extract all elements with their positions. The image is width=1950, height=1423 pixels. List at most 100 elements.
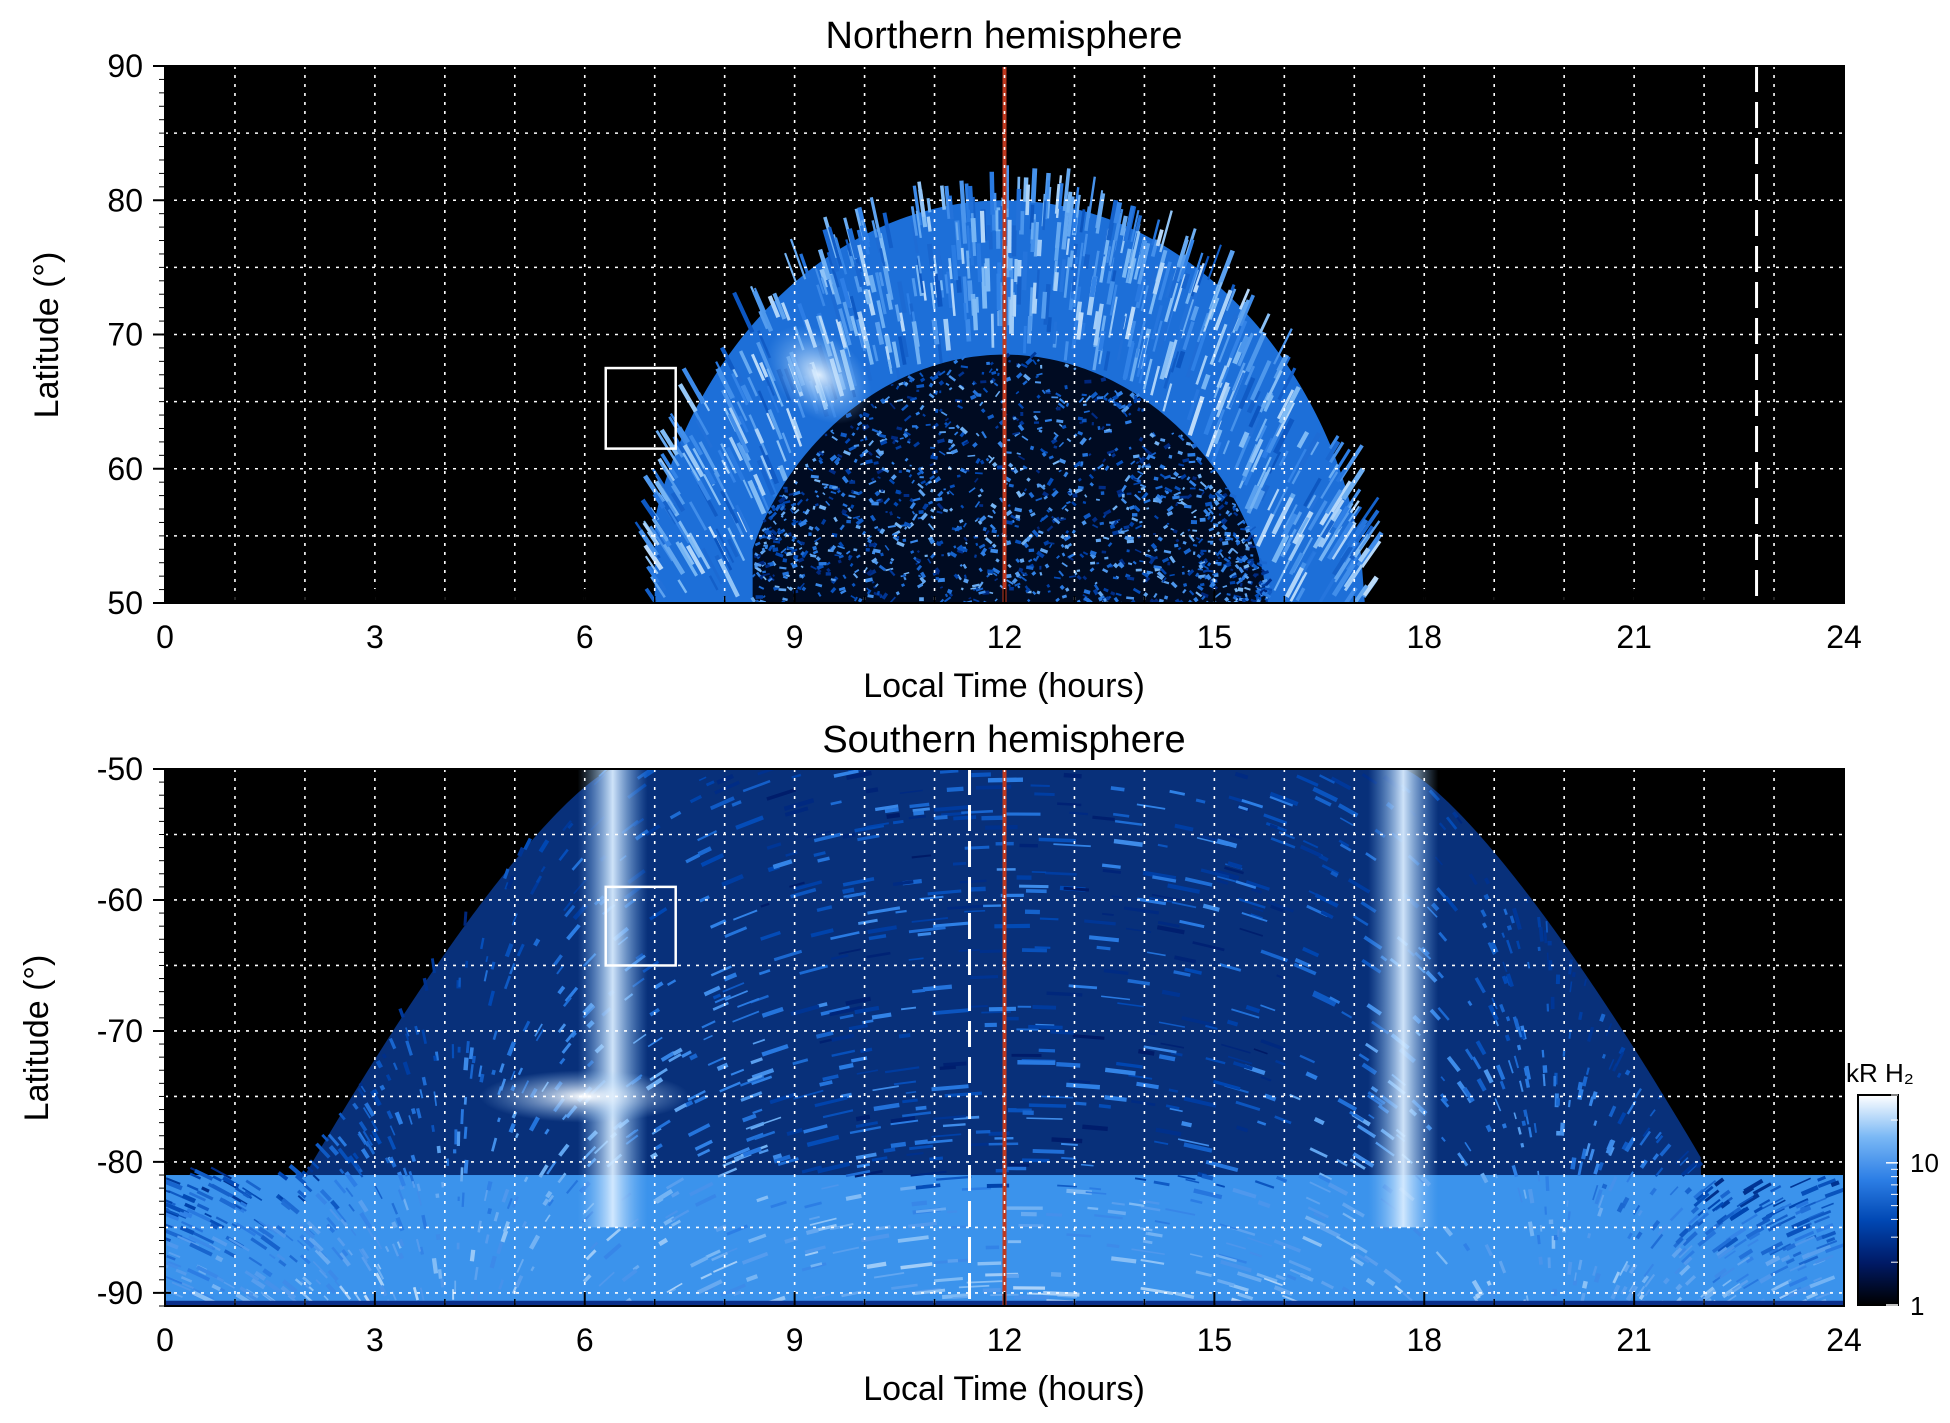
- south-ray: [1601, 1053, 1606, 1059]
- south-ray: [1662, 1277, 1670, 1285]
- north-speckle: [1036, 483, 1040, 488]
- north-speckle: [1081, 418, 1087, 423]
- south-ray: [1731, 1279, 1749, 1292]
- north-oval-ray: [853, 275, 863, 293]
- north-speckle: [1145, 449, 1153, 457]
- south-ray: [521, 1220, 528, 1229]
- south-xtick-label: 9: [786, 1322, 804, 1358]
- south-ray: [653, 1188, 674, 1204]
- north-oval-ray: [646, 531, 657, 545]
- north-oval-ray: [871, 220, 878, 238]
- north-speckle: [1018, 567, 1024, 573]
- south-ray: [463, 911, 468, 926]
- north-speckle: [902, 432, 909, 439]
- north-oval-ray: [668, 416, 688, 447]
- north-speckle: [1015, 372, 1023, 379]
- north-oval-ray: [1073, 263, 1079, 280]
- north-speckle: [896, 516, 901, 519]
- south-ray: [1354, 1252, 1370, 1264]
- north-speckle: [948, 374, 957, 382]
- south-ray: [1707, 1198, 1721, 1210]
- north-speckle: [1138, 465, 1141, 469]
- north-speckle: [1187, 569, 1191, 573]
- south-ray: [902, 1111, 932, 1118]
- north-oval-ray: [643, 543, 664, 571]
- north-speckle: [1120, 405, 1130, 414]
- north-speckle: [878, 450, 884, 455]
- south-ray: [1296, 774, 1319, 787]
- south-ray: [1308, 890, 1317, 896]
- south-ray: [1304, 1215, 1326, 1228]
- south-ray: [833, 769, 859, 778]
- south-ray: [295, 1171, 304, 1180]
- south-ray: [1138, 1048, 1155, 1056]
- north-speckle: [1141, 464, 1146, 469]
- north-speckle: [1099, 521, 1105, 526]
- south-ray: [350, 1228, 357, 1236]
- north-speckle: [814, 525, 820, 532]
- north-oval-ray: [658, 461, 681, 495]
- south-ray: [1774, 1202, 1792, 1213]
- north-speckle: [1026, 477, 1031, 482]
- north-speckle: [838, 554, 844, 559]
- north-speckle: [917, 574, 922, 578]
- north-speckle: [852, 515, 861, 519]
- north-speckle: [871, 580, 875, 584]
- south-ray: [412, 1286, 419, 1301]
- south-ray: [1066, 1082, 1101, 1090]
- south-ray: [724, 990, 749, 1002]
- north-oval-ray: [1330, 499, 1345, 520]
- north-speckle: [864, 577, 873, 583]
- north-speckle: [1100, 491, 1105, 495]
- north-speckle: [1178, 463, 1185, 467]
- south-ray: [1817, 1175, 1826, 1182]
- north-speckle: [1226, 593, 1231, 596]
- south-ray: [1697, 1230, 1717, 1247]
- north-speckle: [1209, 580, 1215, 588]
- south-ray: [1438, 822, 1447, 831]
- north-oval-ray: [777, 464, 789, 482]
- north-oval-ray: [1329, 441, 1345, 464]
- north-speckle: [901, 404, 909, 412]
- north-speckle: [972, 442, 978, 448]
- north-xtick-label: 18: [1406, 619, 1442, 655]
- north-oval-ray: [1106, 199, 1119, 241]
- south-ray: [398, 1238, 405, 1247]
- north-speckle: [865, 459, 873, 465]
- south-ray: [1157, 920, 1180, 928]
- south-ray: [1057, 802, 1082, 807]
- south-ray: [294, 1174, 307, 1186]
- north-oval-ray: [1065, 238, 1070, 256]
- north-speckle: [758, 534, 766, 540]
- north-oval-ray: [989, 171, 995, 215]
- south-ray: [502, 1221, 511, 1233]
- north-speckle: [1004, 573, 1012, 579]
- north-speckle: [920, 512, 928, 521]
- south-ray: [953, 815, 977, 821]
- north-speckle: [1182, 457, 1190, 463]
- north-speckle: [883, 497, 891, 505]
- south-ray: [1801, 1252, 1811, 1260]
- north-speckle: [1092, 523, 1099, 529]
- south-ray: [773, 1154, 791, 1164]
- north-speckle: [1096, 562, 1100, 565]
- north-oval-ray: [1164, 273, 1175, 299]
- north-speckle: [754, 566, 763, 573]
- south-ray: [1713, 1177, 1725, 1187]
- south-ray: [910, 1287, 942, 1293]
- south-ray: [1275, 1059, 1286, 1066]
- north-speckle: [1163, 595, 1169, 600]
- north-xtick-label: 15: [1197, 619, 1233, 655]
- north-speckle: [1021, 435, 1029, 441]
- south-ray: [222, 1176, 240, 1189]
- north-speckle: [1123, 525, 1130, 530]
- north-speckle: [1243, 574, 1250, 580]
- south-ray: [1729, 1206, 1750, 1222]
- south-ray: [1767, 1222, 1782, 1232]
- north-speckle: [1214, 592, 1222, 599]
- north-speckle: [894, 521, 903, 529]
- south-ray: [333, 1206, 347, 1223]
- south-ray: [465, 960, 469, 968]
- south-ray: [1597, 1194, 1605, 1209]
- south-ray: [854, 1169, 883, 1178]
